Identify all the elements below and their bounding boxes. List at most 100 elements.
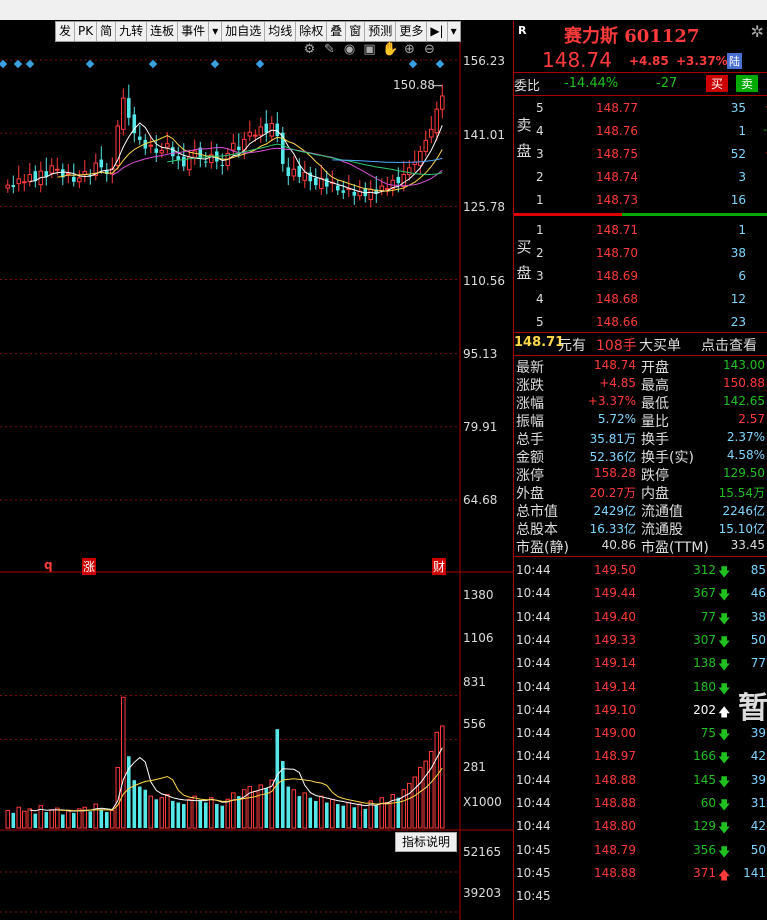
toolbar-item[interactable]: 除权 [296, 22, 328, 41]
stat-value-2: 150.88 [723, 376, 765, 390]
toolbar-item[interactable]: 发 [56, 22, 76, 41]
big-order-view-link[interactable]: 点击查看 [701, 338, 757, 354]
volume-ma10 [57, 767, 443, 812]
tick-row[interactable]: 10:44 149.14 138 🡇 77 [514, 650, 767, 673]
toolbar-item[interactable]: PK [75, 22, 98, 41]
high-price-label: 150.88 [393, 78, 435, 92]
gear-icon[interactable]: ✲ [750, 22, 764, 41]
stat-value-2: 33.45 [730, 538, 765, 552]
volume-bar [82, 806, 88, 829]
hand-icon[interactable]: ✋ [382, 42, 399, 57]
ask-row[interactable]: 1 148.73 16 [534, 188, 767, 211]
tick-count: 77 [750, 656, 766, 671]
tick-row[interactable]: 10:45 [514, 883, 767, 906]
kline-chart-area[interactable] [0, 20, 513, 920]
ask-row[interactable]: 4 148.76 1 -101 [534, 119, 767, 142]
toolbar-item[interactable]: ▾ [450, 24, 457, 38]
marker-cai[interactable]: 财 [432, 558, 447, 575]
price-tick-1: 141.01 [463, 128, 505, 142]
bid-level: 5 [536, 315, 544, 329]
tick-row[interactable]: 10:44 149.50 312 🡇 85 [514, 557, 767, 580]
tick-price: 149.44 [594, 586, 636, 601]
stat-value: 52.36亿 [589, 450, 636, 464]
stock-header: R 赛力斯 601127 ✲ [514, 20, 767, 48]
volume-bar [341, 805, 346, 828]
bid-qty: 38 [730, 246, 746, 260]
bid-row[interactable]: 3 148.69 6 [534, 264, 767, 287]
tick-row[interactable]: 10:44 149.00 75 🡇 39 [514, 720, 767, 743]
stock-name[interactable]: 赛力斯 601127 [564, 26, 700, 47]
toolbar-item[interactable]: 九转 [116, 22, 148, 41]
volume-bar [237, 796, 241, 828]
toolbar-item[interactable]: ▾ [209, 22, 223, 41]
candle-body [27, 174, 33, 183]
ask-qty: 1 [738, 124, 746, 138]
candle-body [66, 173, 71, 176]
tick-row[interactable]: 10:44 149.33 307 🡇 50 [514, 627, 767, 650]
toolbar-item[interactable]: 叠 [327, 22, 347, 41]
tick-row[interactable]: 10:44 149.10 202 🡅 [514, 697, 767, 720]
ask-row[interactable]: 2 148.74 3 -13 [534, 165, 767, 188]
eye-icon[interactable]: ◉ [343, 42, 356, 57]
kline-chart-svg[interactable] [0, 20, 513, 920]
big-order-row[interactable]: 148.71 元有 108手 大买单 点击查看 [514, 332, 767, 356]
toolbar-item[interactable]: 均线 [265, 22, 297, 41]
price-tick-5: 79.91 [463, 420, 498, 434]
candle-body [22, 181, 27, 184]
volume-bar [407, 782, 412, 829]
tick-row[interactable]: 10:44 149.44 367 🡇 46 [514, 580, 767, 603]
buy-button[interactable]: 买 [706, 75, 729, 92]
zoom-out-icon[interactable]: ⊖ [424, 42, 435, 57]
volume-bar [27, 808, 33, 829]
ask-row[interactable]: 3 148.75 52 +51 [534, 142, 767, 165]
toolbar-item[interactable]: 窗 [346, 22, 366, 41]
price-tick-4: 95.13 [463, 347, 498, 361]
down-arrow-icon: 🡇 [718, 565, 731, 579]
toolbar-item[interactable]: 加自选 [222, 22, 266, 41]
candle-body [286, 167, 291, 176]
marker-zhang[interactable]: 涨 [82, 558, 97, 575]
ask-diff: +26 [738, 102, 767, 113]
tick-row[interactable]: 10:44 149.14 180 🡇 [514, 674, 767, 697]
toolbar-item[interactable]: ▶| [427, 22, 448, 41]
vol-tick-2: 831 [463, 675, 486, 689]
tick-row[interactable]: 10:44 148.97 166 🡇 42 [514, 743, 767, 766]
indicator-info-button[interactable]: 指标说明 [395, 832, 457, 852]
tick-row[interactable]: 10:44 148.88 60 🡇 31 [514, 790, 767, 813]
tick-qty: 356 [693, 842, 716, 857]
bid-row[interactable]: 2 148.70 38 [534, 241, 767, 264]
candle-body [336, 185, 340, 191]
ask-qty: 35 [730, 101, 746, 115]
toolbar-item[interactable]: 简 [97, 22, 117, 41]
ask-row[interactable]: 5 148.77 35 +26 [534, 96, 767, 119]
trash-icon[interactable]: ▣ [363, 42, 376, 57]
tick-row[interactable]: 10:44 148.80 129 🡇 42 [514, 813, 767, 836]
settings-icon[interactable]: ⚙ [303, 42, 316, 57]
volume-bar [247, 786, 253, 829]
stat-key: 金额 [516, 450, 544, 466]
toolbar-item[interactable]: 更多 [396, 22, 428, 41]
window-titlebar [0, 0, 767, 21]
tick-list[interactable]: 10:44 149.50 312 🡇 85 10:44 149.44 367 🡇 … [514, 556, 767, 907]
pen-icon[interactable]: ✎ [324, 42, 335, 57]
tick-count: 50 [750, 632, 766, 647]
tick-row[interactable]: 10:44 148.88 145 🡇 39 [514, 767, 767, 790]
bid-row[interactable]: 5 148.66 23 [534, 310, 767, 333]
toolbar-item[interactable]: 连板 [147, 22, 179, 41]
volume-bar [209, 797, 214, 829]
toolbar-item[interactable]: 预测 [365, 22, 397, 41]
zoom-in-icon[interactable]: ⊕ [404, 42, 415, 57]
toolbar-item[interactable]: 事件 [178, 22, 210, 41]
tick-row[interactable]: 10:45 148.79 356 🡇 50 [514, 837, 767, 860]
bid-row[interactable]: 1 148.71 1 [534, 218, 767, 241]
volume-bar [77, 808, 82, 829]
tick-row[interactable]: 10:45 148.88 371 🡅 141 [514, 860, 767, 883]
sell-button[interactable]: 卖 [736, 75, 759, 92]
marker-q[interactable]: q [44, 558, 53, 572]
hk-connect-badge: 陆 [727, 53, 742, 69]
bid-row[interactable]: 4 148.68 12 [534, 287, 767, 310]
ask-level: 2 [536, 170, 544, 184]
volume-bar [22, 810, 27, 829]
tick-row[interactable]: 10:44 149.40 77 🡇 38 [514, 604, 767, 627]
tick-count: 85 [750, 563, 766, 577]
